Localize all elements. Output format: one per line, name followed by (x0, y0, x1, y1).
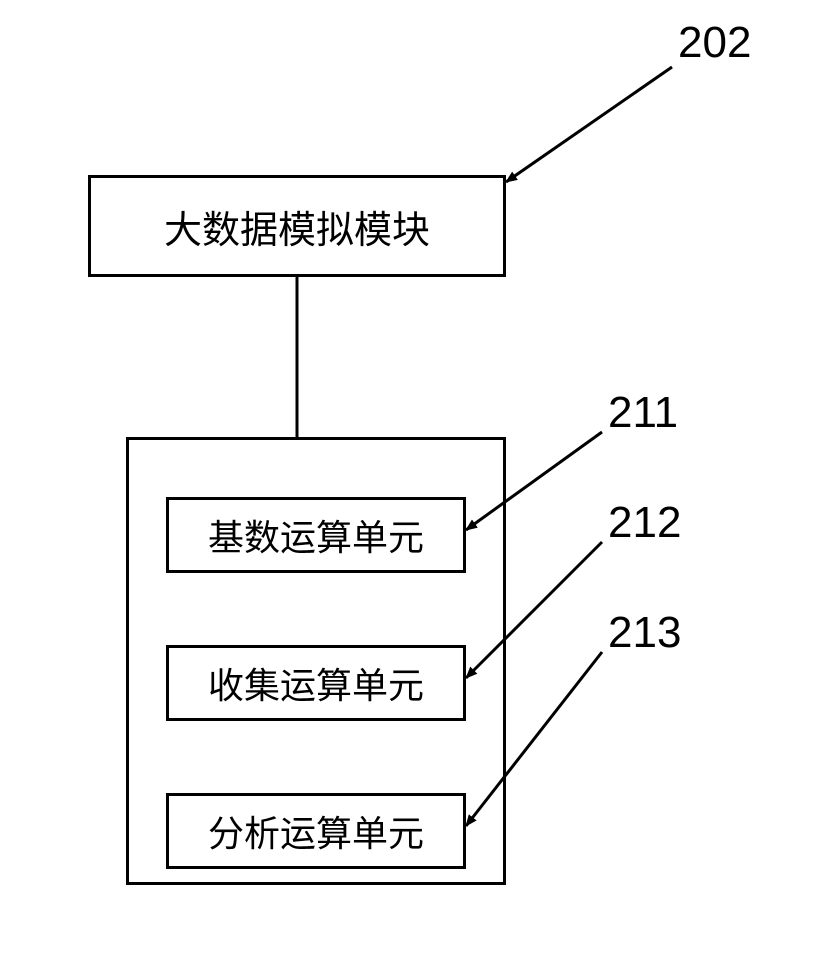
unit-label-0: 基数运算单元 (208, 509, 424, 561)
callout-num-202: 202 (678, 18, 751, 68)
unit-box-2: 分析运算单元 (166, 793, 466, 869)
callout-line-202 (506, 67, 672, 182)
unit-label-2: 分析运算单元 (208, 805, 424, 857)
callout-num-211: 211 (608, 388, 678, 438)
diagram-canvas: 大数据模拟模块 基数运算单元 收集运算单元 分析运算单元 202 211 212… (0, 0, 833, 977)
unit-label-1: 收集运算单元 (208, 657, 424, 709)
unit-box-0: 基数运算单元 (166, 497, 466, 573)
top-module-box: 大数据模拟模块 (88, 175, 506, 277)
unit-box-1: 收集运算单元 (166, 645, 466, 721)
callout-num-213: 213 (608, 608, 681, 658)
top-module-label: 大数据模拟模块 (164, 199, 430, 254)
callout-num-212: 212 (608, 498, 681, 548)
